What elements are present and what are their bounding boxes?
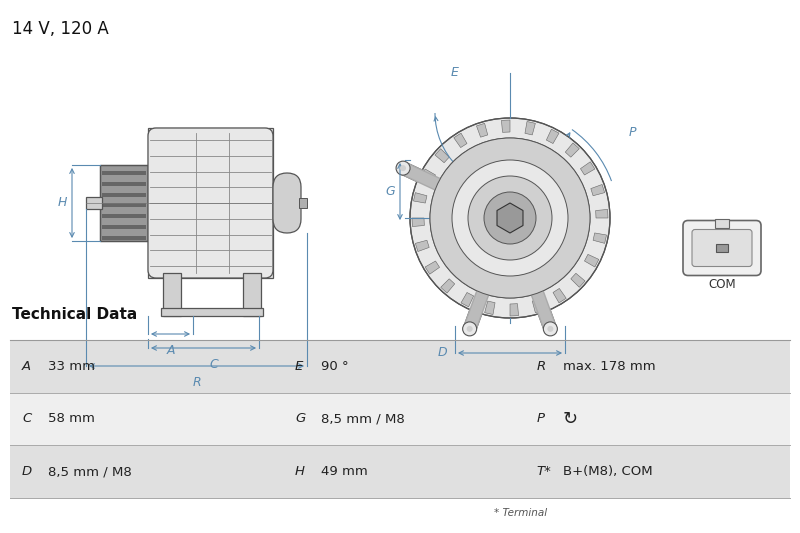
Polygon shape <box>435 149 449 163</box>
Text: 33 mm: 33 mm <box>48 360 95 373</box>
Polygon shape <box>502 120 510 132</box>
Polygon shape <box>461 293 474 307</box>
Text: ↻: ↻ <box>563 410 578 428</box>
Polygon shape <box>421 169 435 182</box>
Circle shape <box>410 118 610 318</box>
Polygon shape <box>591 184 605 196</box>
Text: T*: T* <box>537 465 551 478</box>
Text: R: R <box>537 360 546 373</box>
Circle shape <box>400 165 406 171</box>
Bar <box>161 308 263 316</box>
Bar <box>299 198 307 208</box>
Polygon shape <box>596 209 608 218</box>
Bar <box>243 273 261 316</box>
Circle shape <box>462 322 477 336</box>
Polygon shape <box>425 261 439 274</box>
Text: E: E <box>295 360 303 373</box>
Polygon shape <box>571 273 585 287</box>
Text: D: D <box>22 465 32 478</box>
Circle shape <box>466 326 473 332</box>
Polygon shape <box>415 240 429 252</box>
Polygon shape <box>581 162 595 175</box>
Polygon shape <box>412 218 424 227</box>
FancyBboxPatch shape <box>148 128 273 278</box>
Polygon shape <box>566 143 579 157</box>
Bar <box>716 244 728 252</box>
Bar <box>102 171 146 175</box>
Circle shape <box>468 176 552 260</box>
Bar <box>86 197 102 209</box>
Polygon shape <box>414 192 427 203</box>
Circle shape <box>430 138 590 298</box>
Text: 8,5 mm / M8: 8,5 mm / M8 <box>48 465 132 478</box>
Bar <box>10 446 790 498</box>
Text: B+(M8), COM: B+(M8), COM <box>563 465 653 478</box>
Text: max. 178 mm: max. 178 mm <box>563 360 655 373</box>
Polygon shape <box>454 133 467 148</box>
Circle shape <box>452 160 568 276</box>
Polygon shape <box>497 203 523 233</box>
Text: * Terminal: * Terminal <box>494 508 546 518</box>
Circle shape <box>543 322 558 336</box>
Text: C: C <box>22 413 31 425</box>
Text: G: G <box>385 185 395 198</box>
Circle shape <box>430 138 590 298</box>
Text: A: A <box>22 360 31 373</box>
Polygon shape <box>485 301 495 314</box>
Bar <box>102 225 146 229</box>
Bar <box>102 204 146 207</box>
Circle shape <box>484 192 536 244</box>
Polygon shape <box>477 123 488 137</box>
Bar <box>102 236 146 240</box>
Bar <box>102 192 146 197</box>
Bar <box>163 273 181 316</box>
Bar <box>10 340 790 393</box>
Bar <box>715 219 729 228</box>
Text: Technical Data: Technical Data <box>12 307 138 322</box>
Circle shape <box>468 176 552 260</box>
Text: A: A <box>166 344 174 357</box>
Circle shape <box>484 192 536 244</box>
Polygon shape <box>546 129 559 143</box>
Bar <box>100 165 148 241</box>
Polygon shape <box>593 233 606 244</box>
Text: G: G <box>295 413 306 425</box>
Text: 8,5 mm / M8: 8,5 mm / M8 <box>321 413 405 425</box>
Text: R: R <box>192 376 201 389</box>
Polygon shape <box>497 203 523 233</box>
Polygon shape <box>585 254 599 267</box>
Text: 14 V, 120 A: 14 V, 120 A <box>12 20 109 38</box>
Text: H: H <box>58 197 66 209</box>
Text: P: P <box>628 126 636 140</box>
Bar <box>102 182 146 185</box>
Circle shape <box>547 326 554 332</box>
Bar <box>102 214 146 219</box>
Bar <box>100 165 148 241</box>
Text: C: C <box>209 358 218 371</box>
FancyBboxPatch shape <box>683 221 761 276</box>
Polygon shape <box>510 304 518 316</box>
Text: 58 mm: 58 mm <box>48 413 95 425</box>
Circle shape <box>396 161 410 175</box>
Text: H: H <box>295 465 305 478</box>
Text: D: D <box>437 346 447 359</box>
Text: P: P <box>537 413 545 425</box>
Polygon shape <box>532 299 543 313</box>
FancyBboxPatch shape <box>692 230 752 266</box>
Bar <box>148 128 273 278</box>
FancyBboxPatch shape <box>273 173 301 233</box>
Polygon shape <box>525 122 535 135</box>
Text: E: E <box>451 67 459 79</box>
Text: 90 °: 90 ° <box>321 360 349 373</box>
Circle shape <box>452 160 568 276</box>
Text: 49 mm: 49 mm <box>321 465 368 478</box>
Text: COM: COM <box>708 278 736 291</box>
Polygon shape <box>553 288 566 303</box>
Polygon shape <box>441 279 454 293</box>
Bar <box>10 393 790 446</box>
